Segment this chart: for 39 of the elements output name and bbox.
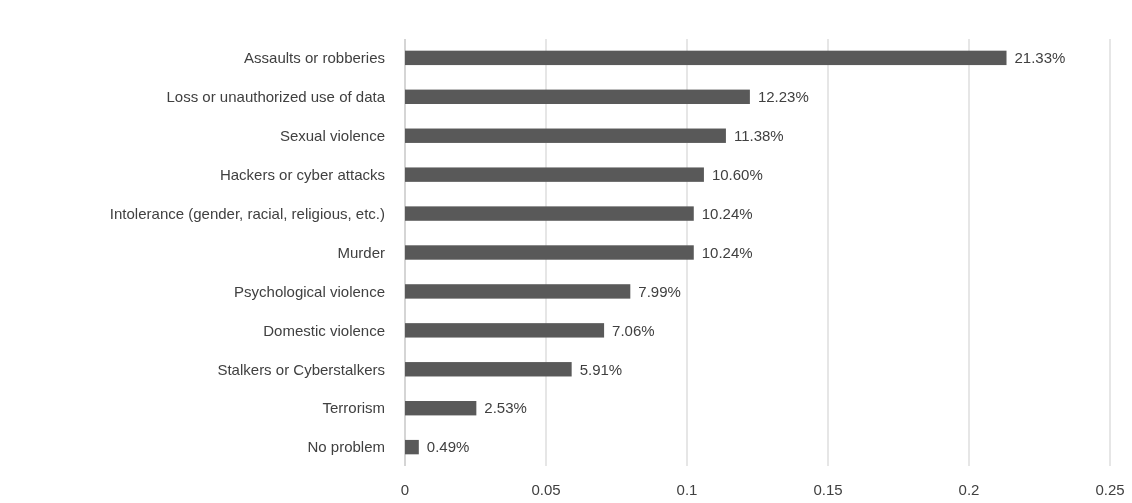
y-tick-label: Intolerance (gender, racial, religious, etc.) — [109, 204, 385, 222]
data-label: 7.06% — [612, 321, 655, 339]
y-tick-label: Murder — [337, 243, 385, 261]
x-tick-label: 0.05 — [531, 481, 561, 498]
data-label: 0.49% — [426, 438, 470, 456]
bar — [405, 362, 572, 377]
data-label: 12.23% — [757, 88, 809, 106]
y-tick-label: Loss or unauthorized use of data — [166, 88, 386, 106]
y-tick-label: Terrorism — [322, 399, 385, 417]
x-tick-label: 0.15 — [813, 481, 843, 498]
x-tick-label: 0 — [400, 481, 410, 498]
bar — [405, 284, 631, 299]
data-label: 5.91% — [579, 360, 623, 378]
y-tick-label: Stalkers or Cyberstalkers — [217, 360, 385, 378]
y-tick-label: Psychological violence — [234, 282, 385, 300]
bar — [405, 89, 750, 104]
y-tick-label: Hackers or cyber attacks — [219, 165, 385, 183]
bar — [405, 50, 1007, 66]
data-label: 10.24% — [701, 243, 753, 261]
y-tick-label: Sexual violence — [279, 126, 385, 144]
data-label: 21.33% — [1014, 49, 1066, 67]
y-tick-label: Domestic violence — [263, 321, 385, 339]
x-tick-label: 0.2 — [958, 481, 980, 498]
y-tick-label: No problem — [307, 438, 385, 456]
x-tick-label: 0.1 — [676, 481, 698, 498]
data-label: 10.24% — [701, 204, 753, 222]
bar — [405, 439, 419, 455]
bar — [405, 245, 694, 260]
data-label: 11.38% — [733, 126, 784, 144]
bar — [405, 167, 704, 182]
x-tick-label: 0.25 — [1095, 481, 1125, 498]
bar — [405, 401, 477, 416]
data-label: 10.60% — [711, 165, 763, 183]
data-label: 2.53% — [484, 399, 527, 417]
bar — [405, 323, 605, 338]
data-label: 7.99% — [638, 282, 681, 300]
bar — [405, 206, 694, 221]
bar — [405, 128, 726, 143]
y-tick-label: Assaults or robberies — [244, 49, 385, 67]
